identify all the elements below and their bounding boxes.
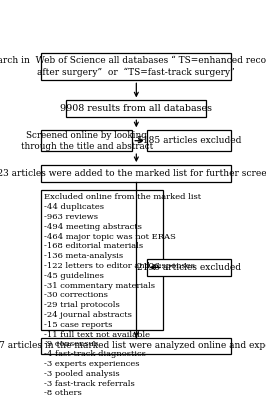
FancyBboxPatch shape: [41, 130, 132, 151]
FancyBboxPatch shape: [41, 190, 163, 330]
FancyBboxPatch shape: [147, 130, 231, 151]
Text: 5185 articles excluded: 5185 articles excluded: [137, 136, 241, 145]
FancyBboxPatch shape: [66, 100, 206, 117]
FancyBboxPatch shape: [41, 165, 231, 182]
FancyBboxPatch shape: [41, 53, 231, 80]
FancyBboxPatch shape: [41, 338, 231, 354]
Text: Screened online by looking
through the title and abstract: Screened online by looking through the t…: [21, 131, 153, 151]
Text: Search in  Web of Science all databases “ TS=enhanced recovery
after surgery”  o: Search in Web of Science all databases “…: [0, 56, 266, 77]
Text: 4723 articles were added to the marked list for further screening: 4723 articles were added to the marked l…: [0, 169, 266, 178]
FancyBboxPatch shape: [147, 259, 231, 276]
Text: 9908 results from all databases: 9908 results from all databases: [60, 104, 212, 113]
Text: 2117 articles in the marked list were analyzed online and exported: 2117 articles in the marked list were an…: [0, 342, 266, 350]
Text: Excluded online from the marked list
-44 duplicates
-963 reviews
-494 meeting ab: Excluded online from the marked list -44…: [44, 193, 201, 397]
Text: 2196 articles excluded: 2196 articles excluded: [137, 263, 241, 272]
